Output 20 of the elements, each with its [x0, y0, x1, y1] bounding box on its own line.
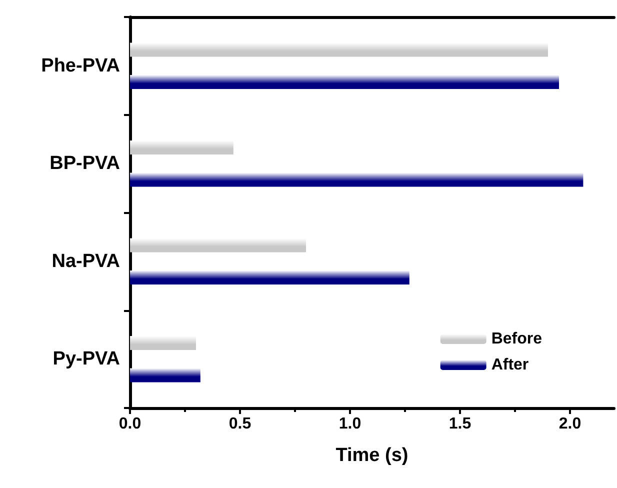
x-tick-label: 2.0 — [558, 416, 582, 432]
bar — [130, 74, 559, 89]
y-tick-label: Phe-PVA — [41, 55, 120, 76]
bar — [130, 140, 234, 155]
x-tick-label: 0.5 — [228, 416, 252, 432]
bar — [130, 238, 306, 252]
x-axis-title: Time (s) — [336, 445, 408, 466]
bar — [130, 42, 548, 57]
legend-label: After — [491, 356, 529, 374]
bar — [130, 368, 200, 382]
bar — [130, 336, 196, 350]
y-tick-label: Na-PVA — [52, 250, 120, 272]
legend-label: Before — [491, 330, 542, 348]
x-tick-label: 1.5 — [448, 416, 472, 432]
y-tick-label: BP-PVA — [50, 153, 120, 174]
x-tick-label: 1.0 — [338, 416, 362, 432]
y-tick-label: Py-PVA — [52, 348, 120, 370]
bar — [130, 270, 410, 284]
x-tick-label: 0.0 — [118, 416, 142, 432]
bar — [130, 172, 584, 187]
